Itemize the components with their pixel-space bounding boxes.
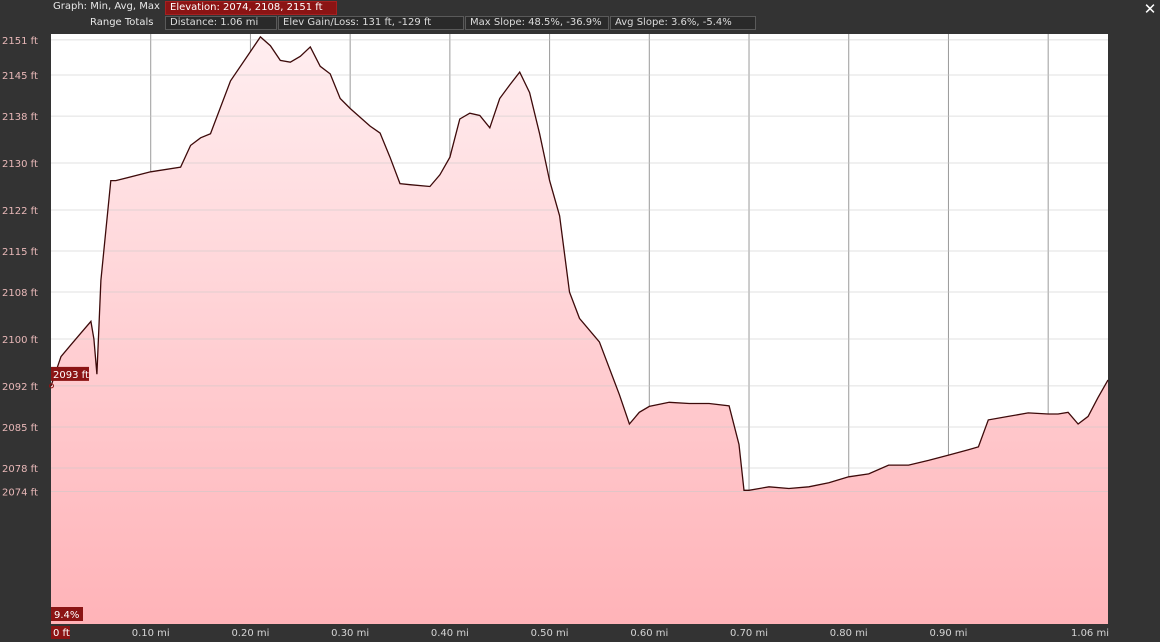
x-tick-label: 1.06 mi: [1071, 628, 1109, 639]
x-tick-label: 0.70 mi: [730, 628, 768, 639]
range-totals-label: Range Totals: [90, 17, 154, 28]
max-slope-stat[interactable]: Max Slope: 48.5%, -36.9%: [465, 16, 609, 30]
y-tick-label: 2130 ft: [2, 159, 38, 170]
x-tick-label: 0.50 mi: [531, 628, 569, 639]
y-tick-label: 2092 ft: [2, 382, 38, 393]
elevation-line: [50, 35, 1109, 491]
y-tick-label: 2115 ft: [2, 247, 38, 258]
graph-label: Graph: Min, Avg, Max: [53, 1, 160, 12]
avg-slope-stat[interactable]: Avg Slope: 3.6%, -5.4%: [610, 16, 756, 30]
y-tick-label: 2085 ft: [2, 423, 38, 434]
y-tick-label: 2074 ft: [2, 487, 38, 498]
x-tick-label: 0.40 mi: [431, 628, 469, 639]
y-tick-label: 2108 ft: [2, 288, 38, 299]
y-tick-label: 2100 ft: [2, 335, 38, 346]
y-tick-label: 2122 ft: [2, 206, 38, 217]
x-start-flag: [51, 626, 70, 639]
y-tick-label: 2145 ft: [2, 71, 38, 82]
start-slope-label: 9.4%: [54, 610, 79, 621]
y-tick-label: 2138 ft: [2, 112, 38, 123]
start-marker: [49, 383, 54, 389]
gain-loss-stat[interactable]: Elev Gain/Loss: 131 ft, -129 ft: [278, 16, 464, 30]
x-tick-label: 0.90 mi: [929, 628, 967, 639]
x-tick-label: 0 ft: [53, 628, 70, 639]
x-tick-label: 0.30 mi: [331, 628, 369, 639]
elevation-area: [51, 36, 1108, 624]
close-icon[interactable]: ✕: [1143, 0, 1157, 18]
distance-stat[interactable]: Distance: 1.06 mi: [165, 16, 277, 30]
x-tick-label: 0.10 mi: [132, 628, 170, 639]
start-slope-flag: [51, 607, 83, 621]
x-tick-label: 0.80 mi: [830, 628, 868, 639]
x-tick-label: 0.20 mi: [231, 628, 269, 639]
start-elevation-label: 2093 ft: [53, 370, 89, 381]
y-tick-label: 2078 ft: [2, 464, 38, 475]
elevation-stat[interactable]: Elevation: 2074, 2108, 2151 ft: [165, 1, 337, 15]
start-elevation-flag: [51, 366, 89, 381]
y-tick-label: 2151 ft: [2, 36, 38, 47]
x-tick-label: 0.60 mi: [630, 628, 668, 639]
